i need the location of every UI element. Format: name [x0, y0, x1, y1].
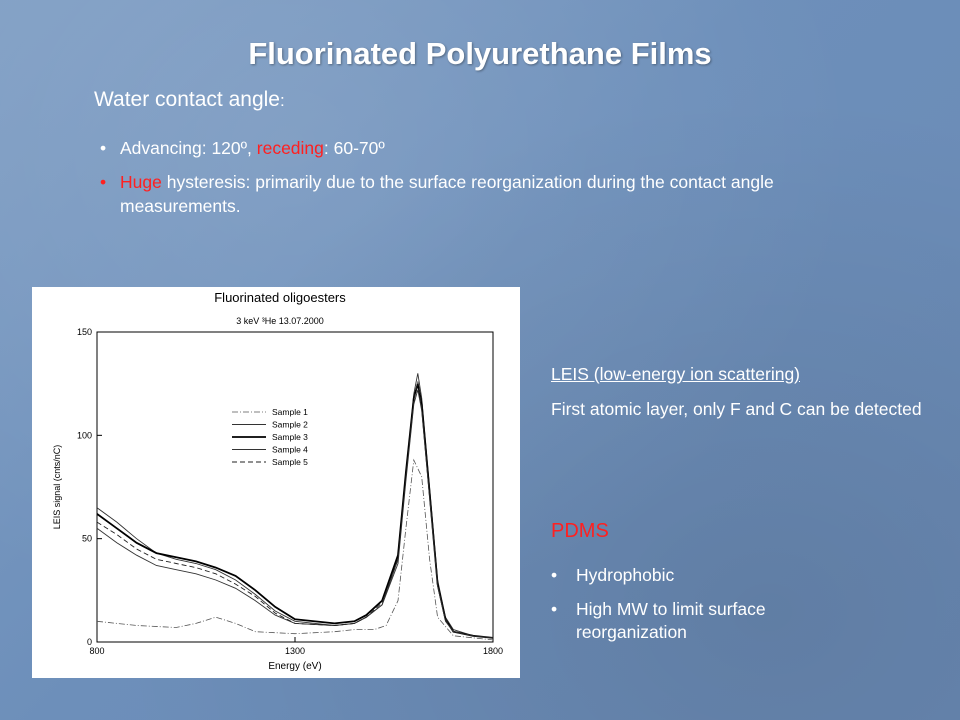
legend-label: Sample 4: [272, 445, 308, 455]
x-tick-label: 1800: [483, 646, 503, 656]
leis-spectrum-figure: Fluorinated oligoesters 3 keV ³He 13.07.…: [32, 287, 520, 678]
legend-label: Sample 3: [272, 432, 308, 442]
leis-heading: LEIS (low-energy ion scattering): [551, 364, 800, 384]
bullet-dot: •: [551, 599, 558, 619]
legend-label: Sample 2: [272, 420, 308, 430]
contact-angle-bullet-list: • Advancing: 120º, receding: 60-70º • Hu…: [100, 136, 880, 228]
bullet-text-part: : 60-70º: [323, 138, 385, 158]
leis-text: First atomic layer, only F and C can be …: [551, 399, 922, 419]
slide-title: Fluorinated Polyurethane Films: [248, 36, 712, 71]
bullet-text-huge: Huge: [120, 172, 162, 192]
bullet-dot: •: [100, 138, 107, 158]
y-tick-label: 100: [77, 430, 92, 440]
bullet-text-receding: receding: [256, 138, 324, 158]
pdms-bullet-text: Hydrophobic: [576, 565, 675, 585]
y-tick-label: 50: [82, 534, 92, 544]
chart-title: Fluorinated oligoesters: [214, 290, 346, 305]
pdms-bullet-list: • Hydrophobic • High MW to limit surface…: [551, 564, 871, 655]
bullet-text-part: hysteresis: primarily due to the surface…: [120, 172, 774, 216]
y-tick-label: 150: [77, 327, 92, 337]
chart-subtitle: 3 keV ³He 13.07.2000: [236, 316, 324, 326]
leis-spectrum-chart: Fluorinated oligoesters 3 keV ³He 13.07.…: [52, 290, 503, 672]
bullet-dot: •: [100, 172, 107, 192]
y-axis-label: LEIS signal (cnts/nC): [52, 445, 62, 530]
x-tick-label: 1300: [285, 646, 305, 656]
series-line-5: [96, 381, 494, 639]
subtitle-colon: :: [280, 91, 285, 110]
pdms-heading: PDMS: [551, 520, 609, 542]
legend-label: Sample 5: [272, 457, 308, 467]
legend-label: Sample 1: [272, 407, 308, 417]
leis-description: LEIS (low-energy ion scattering) First a…: [551, 362, 941, 421]
pdms-bullet-hydrophobic: • Hydrophobic: [551, 564, 871, 587]
subtitle-text: Water contact angle: [94, 88, 280, 111]
bullet-hysteresis: • Huge hysteresis: primarily due to the …: [100, 170, 880, 218]
x-tick-label: 800: [89, 646, 104, 656]
bullet-advancing: • Advancing: 120º, receding: 60-70º: [100, 136, 880, 160]
pdms-bullet-high-mw: • High MW to limit surface reorganizatio…: [551, 598, 871, 644]
bullet-dot: •: [551, 565, 558, 585]
series-line-1: [96, 458, 494, 641]
plot-frame: [96, 331, 494, 643]
slide-subtitle: Water contact angle:: [94, 88, 285, 112]
x-axis-label: Energy (eV): [268, 661, 321, 672]
bullet-text-part: Advancing: 120º,: [120, 138, 257, 158]
y-tick-label: 0: [87, 637, 92, 647]
pdms-bullet-text: High MW to limit surface reorganization: [576, 599, 766, 642]
